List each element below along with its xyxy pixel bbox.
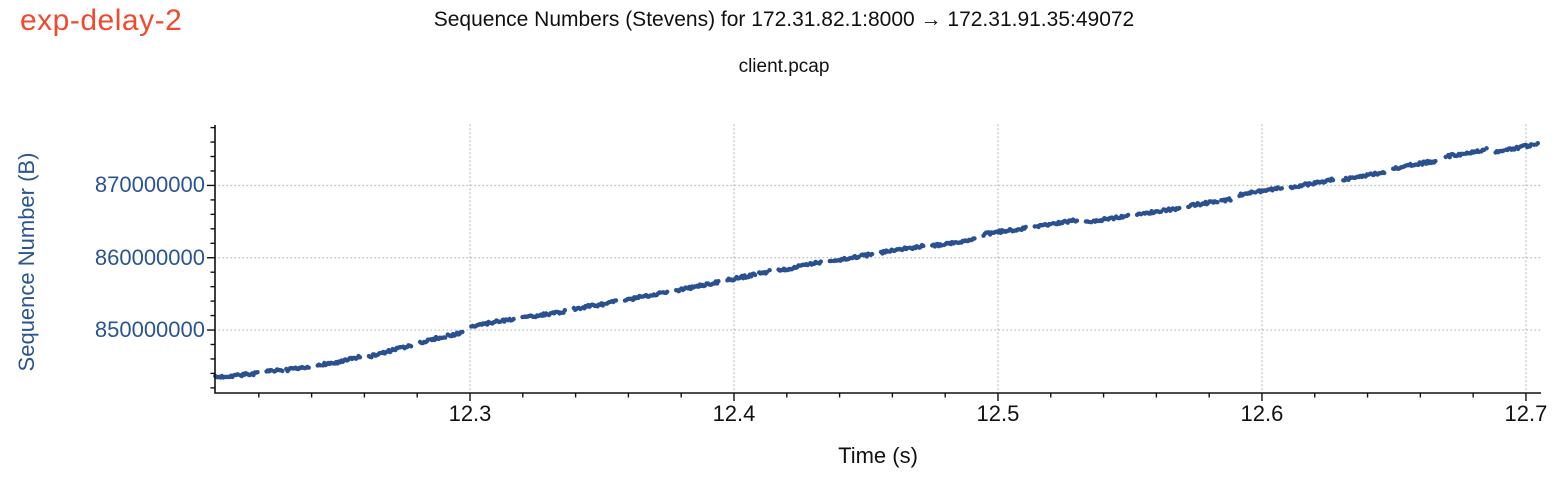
x-axis-label: Time (s) [838,443,918,468]
x-tick-label: 12.5 [976,401,1020,426]
chart-title: Sequence Numbers (Stevens) for 172.31.82… [433,8,1135,31]
axis-spines [214,125,1541,394]
experiment-label: exp-delay-2 [20,4,183,37]
y-tick-label: 870000000 [94,172,205,198]
gridlines [214,124,1542,394]
y-tick-label: 850000000 [94,317,205,343]
x-tick-label: 12.7 [1504,401,1548,426]
data-points [213,141,1541,380]
x-tick-label: 12.4 [712,401,756,426]
x-tick-label: 12.3 [448,401,492,426]
x-tick-label: 12.6 [1240,401,1284,426]
tick-marks [207,126,1527,401]
y-tick-label: 860000000 [94,244,205,270]
chart-subtitle: client.pcap [738,56,830,77]
